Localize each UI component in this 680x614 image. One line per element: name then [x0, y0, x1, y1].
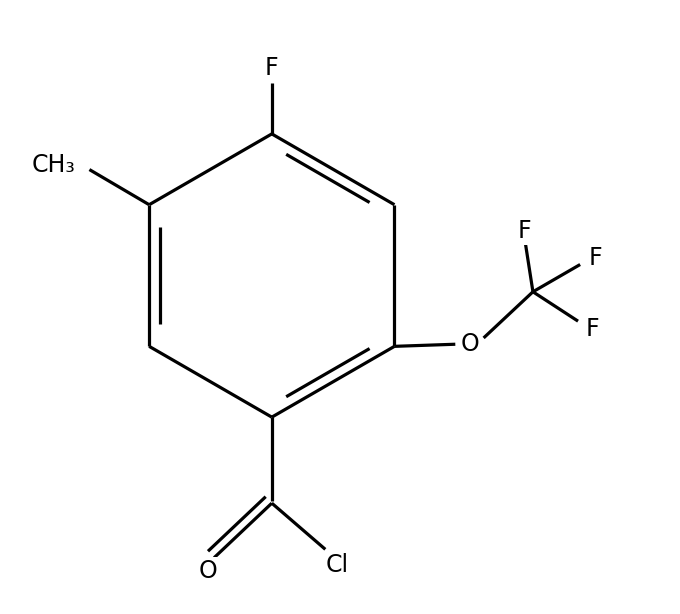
Text: O: O	[460, 332, 479, 356]
Text: Cl: Cl	[325, 553, 348, 577]
Text: F: F	[265, 56, 279, 80]
Text: F: F	[517, 219, 531, 243]
Text: CH₃: CH₃	[32, 154, 75, 177]
Text: O: O	[199, 559, 217, 583]
Text: F: F	[586, 316, 600, 341]
Text: F: F	[589, 246, 602, 270]
